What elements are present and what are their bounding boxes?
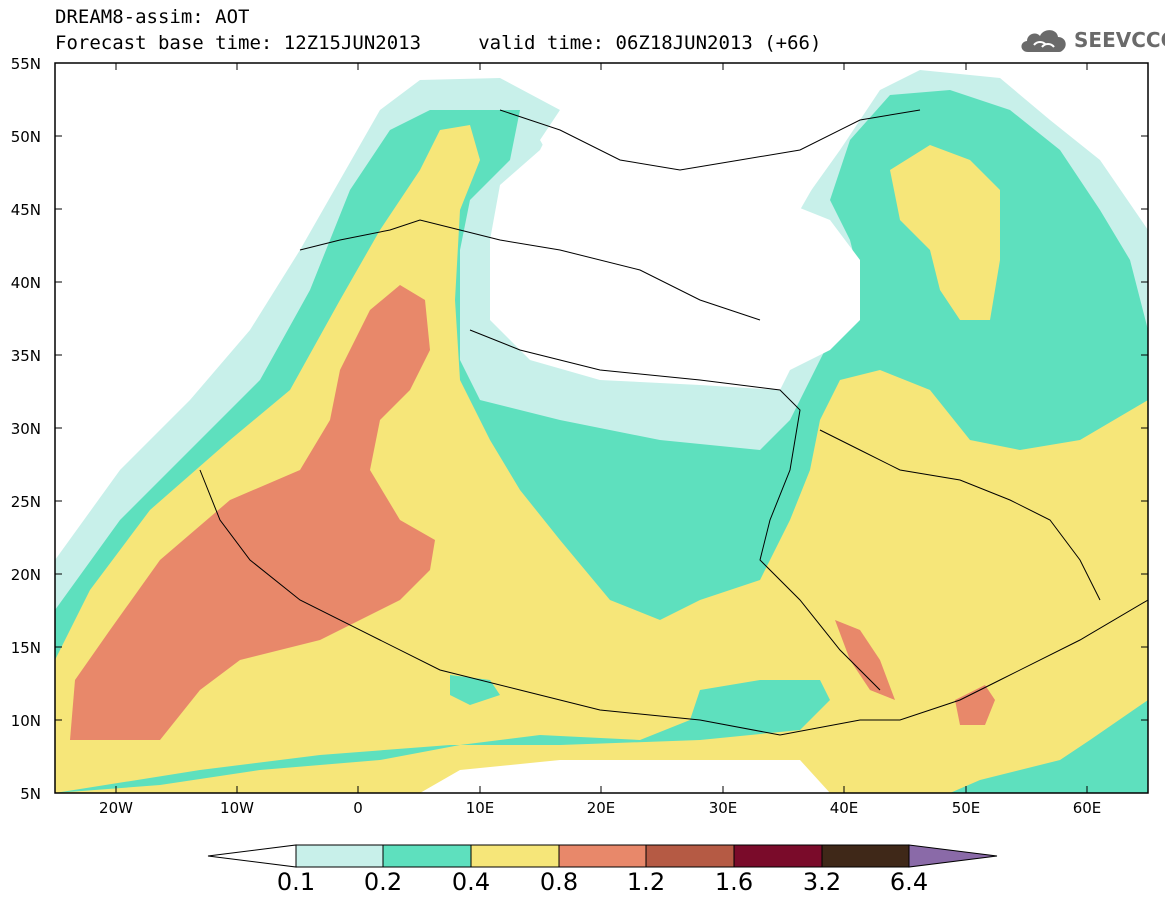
clear-europe xyxy=(540,63,880,210)
colorbar-label: 1.2 xyxy=(626,868,666,896)
cloud-icon xyxy=(1021,30,1066,52)
lon-label: 20E xyxy=(586,799,616,817)
aot-contour-0.8-somalia xyxy=(955,685,995,725)
map-title: DREAM8-assim: AOT xyxy=(55,6,250,28)
colorbar-box-7 xyxy=(821,844,910,868)
aot-contour-0.8 xyxy=(70,285,435,740)
lat-label: 40N xyxy=(10,274,41,292)
colorbar-box-6 xyxy=(733,844,823,868)
lat-label: 5N xyxy=(20,785,41,803)
seevccc-logo: SEEVCCC xyxy=(1018,24,1165,56)
colorbar-arrow-high xyxy=(908,844,998,868)
lat-label: 30N xyxy=(10,420,41,438)
aot-contour-0.2-central-africa xyxy=(450,675,500,705)
lon-label: 40E xyxy=(829,799,859,817)
map-subtitle: Forecast base time: 12Z15JUN2013 valid t… xyxy=(55,32,822,54)
aot-contour-0.8-redsea xyxy=(835,620,895,700)
lon-label: 30E xyxy=(708,799,738,817)
colorbar-label: 6.4 xyxy=(889,868,929,896)
colorbar-box-1 xyxy=(295,844,384,868)
colorbar-label: 0.2 xyxy=(363,868,403,896)
colorbar-box-3 xyxy=(470,844,560,868)
colorbar-label: 1.6 xyxy=(714,868,754,896)
lon-ticks xyxy=(115,63,1088,793)
lat-label: 15N xyxy=(10,639,41,657)
lat-label: 50N xyxy=(10,128,41,146)
colorbar-arrow-low xyxy=(207,844,297,868)
colorbar-box-2 xyxy=(382,844,472,868)
lon-label: 60E xyxy=(1072,799,1102,817)
colorbar-label: 0.4 xyxy=(451,868,491,896)
clear-mediterranean xyxy=(490,180,860,370)
colorbar-label: 0.8 xyxy=(539,868,579,896)
lat-label: 35N xyxy=(10,347,41,365)
lat-label: 25N xyxy=(10,493,41,511)
lat-label: 45N xyxy=(10,201,41,219)
lat-label: 55N xyxy=(10,55,41,73)
colorbar-box-5 xyxy=(645,844,735,868)
colorbar-box-4 xyxy=(558,844,647,868)
lat-label: 20N xyxy=(10,566,41,584)
lat-label: 10N xyxy=(10,712,41,730)
aot-contour-0.2-east-africa xyxy=(950,700,1148,793)
lon-label: 0 xyxy=(353,799,363,817)
logo-text: SEEVCCC xyxy=(1074,28,1165,52)
lat-ticks xyxy=(55,62,1148,794)
lon-label: 10W xyxy=(220,799,254,817)
lon-label: 10E xyxy=(465,799,495,817)
colorbar-label: 3.2 xyxy=(802,868,842,896)
aot-contour-0.4-caspian xyxy=(890,145,1000,320)
lon-label: 50E xyxy=(951,799,981,817)
aot-contour-0.2-guinea xyxy=(55,680,830,793)
clear-south xyxy=(420,760,830,793)
colorbar-label: 0.1 xyxy=(276,868,316,896)
colorbar xyxy=(207,844,998,868)
lon-label: 20W xyxy=(99,799,133,817)
coastlines xyxy=(199,109,1148,736)
